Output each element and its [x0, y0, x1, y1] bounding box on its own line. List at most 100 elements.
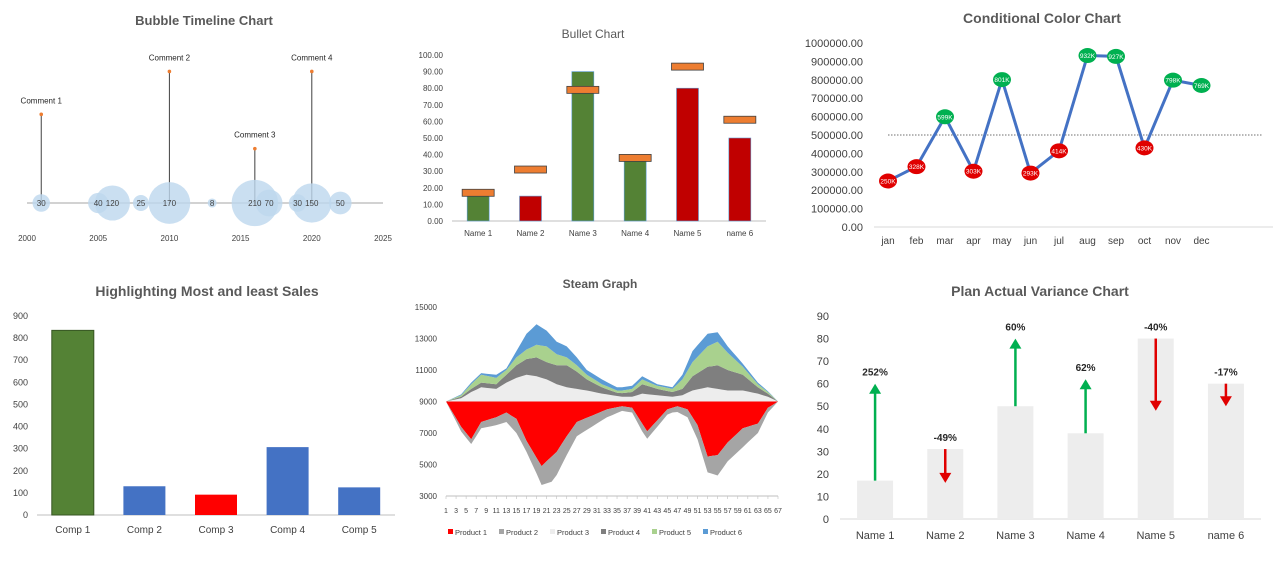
x-tick-label: Name 4	[621, 229, 650, 238]
variance-arrow-head	[869, 384, 881, 394]
bubble-label: 40	[94, 199, 103, 208]
x-tick-label: Name 2	[926, 530, 965, 542]
x-tick-label: 49	[684, 508, 692, 515]
x-tick-label: 31	[593, 508, 601, 515]
bubble-label: 50	[336, 199, 345, 208]
bar	[123, 486, 165, 515]
x-tick-label: Name 1	[856, 530, 895, 542]
bubble-label: 210	[248, 199, 262, 208]
x-tick-label: Name 3	[569, 229, 598, 238]
x-tick-label: Comp 3	[198, 525, 233, 536]
x-tick-label: Comp 1	[55, 525, 90, 536]
legend-label: Product 6	[710, 528, 742, 537]
series-line	[888, 56, 1202, 182]
y-tick-label: 60	[817, 379, 829, 391]
bar	[467, 196, 489, 221]
bar	[572, 72, 594, 221]
x-tick-label: sep	[1108, 236, 1125, 247]
y-tick-label: 400	[13, 422, 28, 432]
y-tick-label: 0.00	[427, 217, 443, 226]
legend-swatch	[703, 529, 708, 534]
data-label: 430K	[1137, 145, 1153, 152]
bubble-label: 120	[106, 199, 120, 208]
comment-marker	[39, 113, 43, 117]
y-tick-label: 15000	[415, 303, 438, 312]
bar	[624, 160, 646, 221]
highlight-sales-chart: Highlighting Most and least Sales 010020…	[0, 270, 405, 583]
variance-label: -40%	[1144, 323, 1167, 334]
y-tick-label: 600000.00	[811, 112, 863, 124]
legend-swatch	[448, 529, 453, 534]
y-tick-label: 100.00	[419, 51, 444, 60]
y-tick-label: 500000.00	[811, 130, 863, 142]
y-tick-label: 0.00	[842, 222, 863, 234]
y-tick-label: 100000.00	[811, 204, 863, 216]
y-tick-label: 13000	[415, 335, 438, 344]
y-tick-label: 90	[817, 311, 829, 323]
x-tick-label: jun	[1023, 236, 1037, 247]
x-tick-label: 59	[734, 508, 742, 515]
chart-title: Steam Graph	[563, 277, 638, 291]
plan-actual-variance-chart: Plan Actual Variance Chart 0102030405060…	[785, 270, 1274, 583]
steam-graph-chart: Steam Graph 3000500070009000110001300015…	[405, 270, 785, 583]
bar	[195, 495, 237, 515]
x-tick-label: oct	[1138, 236, 1152, 247]
comment-label: Comment 2	[149, 53, 191, 62]
y-tick-label: 100	[13, 488, 28, 498]
data-label: 293K	[1023, 171, 1039, 178]
x-tick-label: aug	[1079, 236, 1096, 247]
x-tick-label: 55	[714, 508, 722, 515]
bubble-label: 70	[265, 199, 274, 208]
y-tick-label: 90.00	[423, 68, 444, 77]
x-tick-label: 39	[633, 508, 641, 515]
x-tick-label: 25	[563, 508, 571, 515]
x-tick-label: 57	[724, 508, 732, 515]
target-marker	[462, 189, 494, 196]
x-tick-label: 51	[694, 508, 702, 515]
y-tick-label: 900000.00	[811, 56, 863, 68]
x-tick-label: 5	[464, 508, 468, 515]
y-tick-label: 500	[13, 399, 28, 409]
x-tick-label: mar	[936, 236, 954, 247]
x-tick-label: Comp 2	[127, 525, 162, 536]
conditional-color-chart: Conditional Color Chart 0.00100000.00200…	[785, 0, 1274, 260]
comment-marker	[310, 70, 314, 74]
legend-label: Product 2	[506, 528, 538, 537]
variance-arrow-head	[1009, 339, 1021, 349]
conditional-color-panel: Conditional Color Chart 0.00 100000.00 200…	[785, 0, 1274, 260]
y-tick-label: 5000	[419, 461, 437, 470]
y-tick-label: 0	[23, 510, 28, 520]
y-tick-label: 30	[817, 446, 829, 458]
x-tick-label: 2015	[232, 234, 250, 243]
comment-label: Comment 3	[234, 131, 276, 140]
y-tick-label: 700000.00	[811, 93, 863, 105]
variance-label: 252%	[862, 368, 888, 379]
y-tick-label: 70	[817, 356, 829, 368]
x-tick-label: 11	[493, 508, 500, 515]
variance-label: 62%	[1076, 363, 1096, 374]
legend-label: Product 5	[659, 528, 691, 537]
bar	[267, 447, 309, 515]
x-tick-label: dec	[1193, 236, 1209, 247]
comment-label: Comment 1	[21, 96, 63, 105]
data-label: 303K	[966, 169, 982, 176]
x-tick-label: 21	[543, 508, 551, 515]
x-tick-label: 15	[513, 508, 521, 515]
x-tick-label: 53	[704, 508, 712, 515]
bubble-label: 8	[210, 199, 215, 208]
x-tick-label: 19	[533, 508, 541, 515]
y-tick-label: 20	[817, 469, 829, 481]
y-tick-label: 80.00	[423, 84, 444, 93]
y-tick-label: 200	[13, 466, 28, 476]
x-tick-label: 37	[623, 508, 631, 515]
bubble-label: 30	[37, 199, 46, 208]
y-tick-label: 40	[817, 424, 829, 436]
x-tick-label: Name 1	[464, 229, 493, 238]
variance-label: 60%	[1005, 323, 1025, 334]
y-tick-label: 50	[817, 401, 829, 413]
data-label: 328K	[909, 164, 925, 171]
x-tick-label: 17	[523, 508, 531, 515]
y-tick-label: 800000.00	[811, 75, 863, 87]
x-tick-label: Name 2	[516, 229, 545, 238]
x-tick-label: Name 4	[1066, 530, 1105, 542]
